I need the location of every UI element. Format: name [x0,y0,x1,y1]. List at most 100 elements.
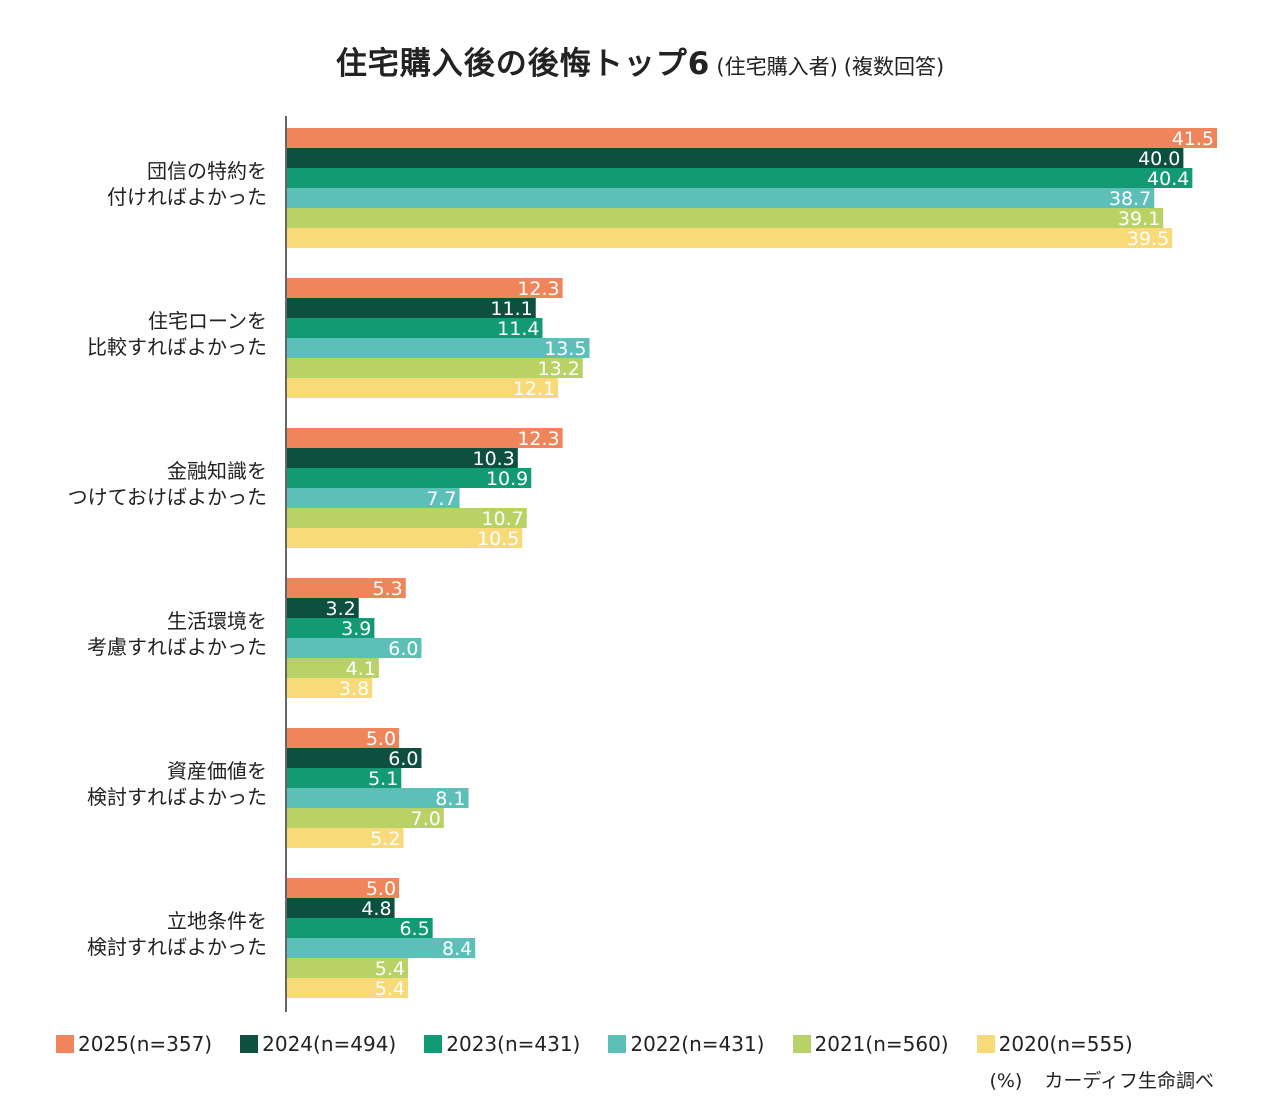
data-label: 10.3 [473,448,515,470]
legend-label: 2025(n=357) [78,1032,213,1056]
legend-item: 2025(n=357) [56,1032,212,1056]
data-label: 10.7 [481,508,523,530]
data-label: 39.1 [1118,208,1160,230]
legend-item: 2022(n=431) [608,1032,765,1056]
category-label: つけておけばよかった [68,485,267,509]
bar [287,638,422,658]
data-label: 40.4 [1147,168,1189,190]
data-label: 13.2 [537,358,579,380]
data-label: 38.7 [1109,188,1151,210]
chart-title-row: 住宅購入後の後悔トップ6 (住宅購入者) (複数回答) [0,38,1280,83]
source-label: カーディフ生命調べ [1044,1070,1214,1092]
data-label: 5.4 [375,978,405,1000]
data-label: 7.0 [411,808,441,830]
data-label: 12.1 [513,378,555,400]
category-label: 団信の特約を [147,159,267,183]
bar [287,828,404,848]
unit-label: (%) [989,1070,1023,1092]
category-label: 考慮すればよかった [87,635,267,659]
category-label: 付ければよかった [107,185,267,209]
data-label: 8.4 [442,938,472,960]
data-label: 10.5 [477,528,519,550]
bar [287,428,563,448]
bar [287,318,543,338]
bar [287,148,1184,168]
bar [287,278,563,298]
bar [287,448,518,468]
legend-swatch [240,1035,259,1053]
legend-item: 2020(n=555) [976,1032,1133,1056]
bar [287,898,395,918]
legend-label: 2023(n=431) [446,1032,581,1056]
data-label: 4.8 [361,898,391,920]
data-label: 5.0 [366,878,396,900]
data-label: 5.3 [373,578,403,600]
legend-item: 2024(n=494) [240,1032,396,1056]
data-label: 3.2 [325,598,355,620]
data-label: 6.0 [388,748,418,770]
category-label: 検討すればよかった [87,785,267,809]
data-label: 39.5 [1127,228,1169,250]
category-label: 検討すればよかった [87,935,267,959]
chart-subtitle-respondents: (住宅購入者) [716,55,838,79]
legend-item: 2021(n=560) [792,1032,949,1056]
category-label: 比較すればよかった [87,335,267,359]
chart-title: 住宅購入後の後悔トップ6 [335,46,711,82]
bar [287,228,1173,248]
bar [287,468,532,488]
data-label: 8.1 [435,788,465,810]
bar [287,748,422,768]
bar [287,938,476,958]
bar [287,298,536,318]
chart-footer: (%) カーディフ生命調べ [989,1066,1214,1093]
bar [287,128,1217,148]
bar [287,358,583,378]
bar [287,578,406,598]
data-label: 5.4 [375,958,405,980]
data-label: 6.0 [388,638,418,660]
legend-swatch [56,1035,74,1053]
data-label: 7.7 [426,488,456,510]
legend-swatch [792,1035,811,1053]
data-label: 3.8 [339,678,369,700]
legend-label: 2024(n=494) [262,1032,397,1056]
bar [287,528,523,548]
bar [287,488,460,508]
bar [287,168,1193,188]
data-label: 5.0 [366,728,396,750]
chart-legend: 2025(n=357) 2024(n=494) 2023(n=431) 2022(n=… [56,1032,1133,1056]
bar [287,678,373,698]
bar [287,768,402,788]
data-label: 3.9 [341,618,371,640]
legend-label: 2020(n=555) [998,1032,1133,1056]
legend-swatch [424,1035,443,1053]
bar [287,728,400,748]
bar [287,598,359,618]
bar [287,338,590,358]
bar [287,808,444,828]
category-label: 生活環境を [167,609,267,633]
legend-label: 2021(n=560) [814,1032,949,1056]
bar [287,208,1164,228]
data-label: 11.4 [497,318,539,340]
bar [287,918,433,938]
data-label: 41.5 [1172,128,1214,150]
bar [287,958,409,978]
data-label: 13.5 [544,338,586,360]
data-label: 11.1 [490,298,532,320]
data-label: 10.9 [486,468,528,490]
data-label: 12.3 [517,428,559,450]
legend-label: 2022(n=431) [630,1032,765,1056]
legend-swatch [976,1035,995,1053]
data-label: 5.2 [370,828,400,850]
data-label: 40.0 [1138,148,1180,170]
bar [287,508,527,528]
category-label: 立地条件を [167,909,267,933]
chart-subtitle-multiple-answers: (複数回答) [843,55,945,79]
bar [287,618,375,638]
category-label: 住宅ローンを [148,309,267,333]
bar [287,188,1155,208]
data-label: 5.1 [368,768,398,790]
bar [287,378,559,398]
